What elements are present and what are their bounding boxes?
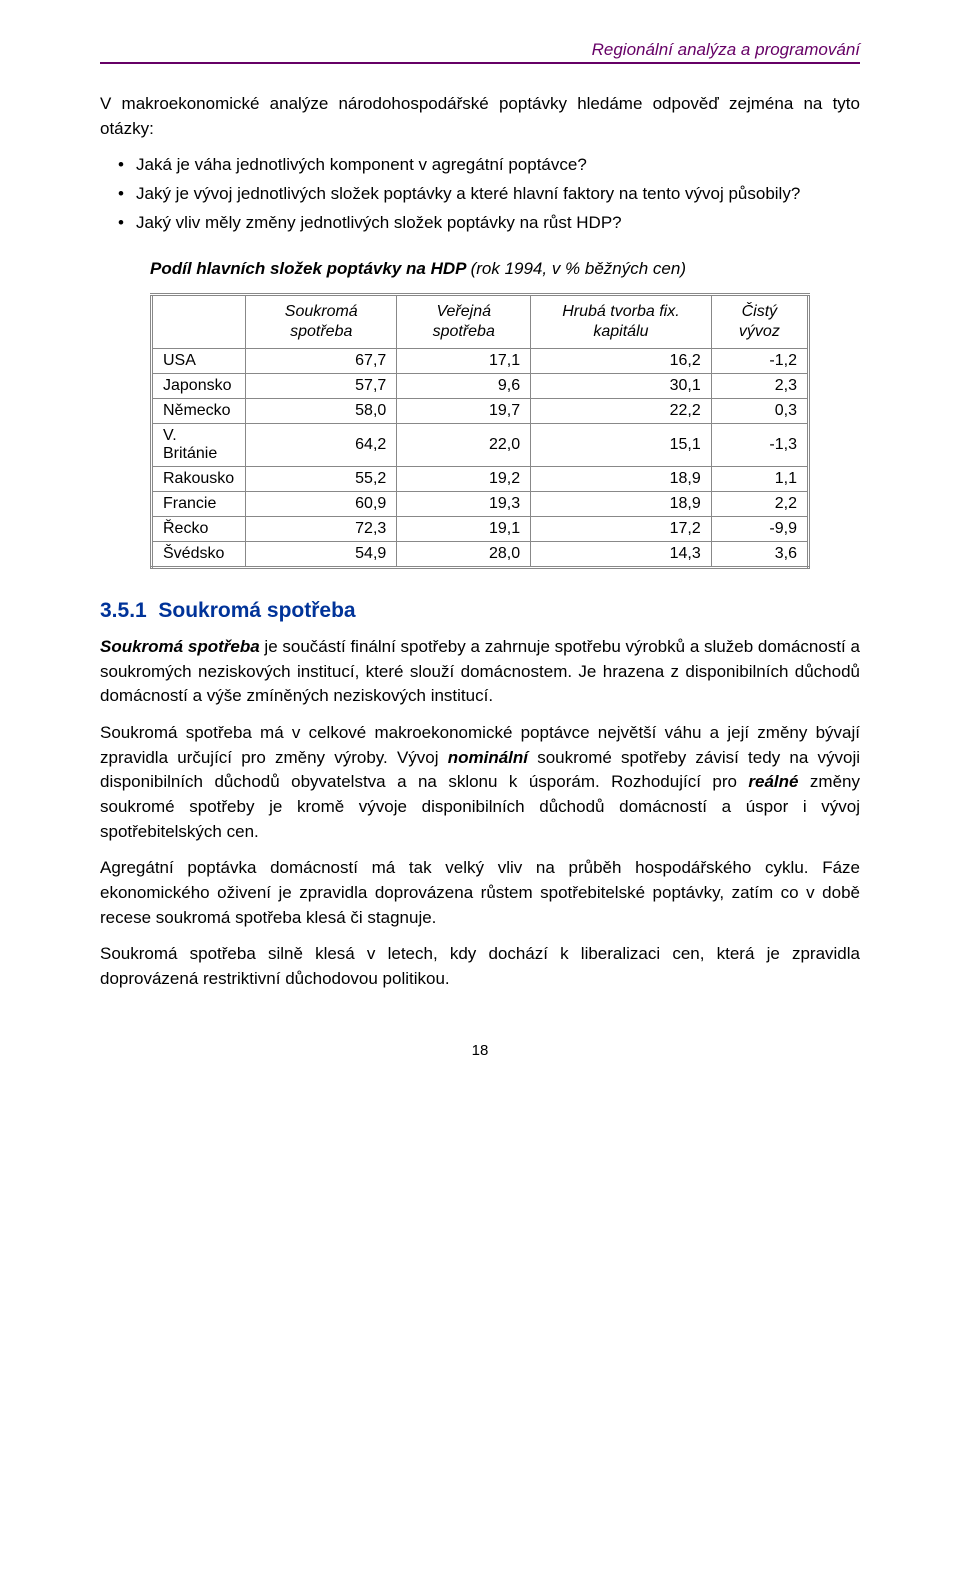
table-caption-bold: Podíl hlavních složek poptávky na HDP xyxy=(150,259,471,278)
table-cell: 14,3 xyxy=(531,542,712,568)
paragraph: Soukromá spotřeba silně klesá v letech, … xyxy=(100,942,860,991)
table-cell: 55,2 xyxy=(246,467,397,492)
table-cell: 22,2 xyxy=(531,399,712,424)
table-caption-rest: (rok 1994, v % běžných cen) xyxy=(471,259,686,278)
table-cell: 19,1 xyxy=(397,517,531,542)
table-row: Japonsko 57,7 9,6 30,1 2,3 xyxy=(152,374,809,399)
table-cell: 19,2 xyxy=(397,467,531,492)
table-cell: -9,9 xyxy=(711,517,808,542)
paragraph: Soukromá spotřeba je součástí finální sp… xyxy=(100,635,860,709)
table-cell: -1,2 xyxy=(711,349,808,374)
table-cell: 19,7 xyxy=(397,399,531,424)
table-cell: V. Británie xyxy=(152,424,246,467)
table-row: Rakousko 55,2 19,2 18,9 1,1 xyxy=(152,467,809,492)
emphasis-bold-italic: nominální xyxy=(448,748,528,767)
table-cell: 67,7 xyxy=(246,349,397,374)
paragraph: Soukromá spotřeba má v celkové makroekon… xyxy=(100,721,860,844)
table-cell: 72,3 xyxy=(246,517,397,542)
emphasis-bold-italic: Soukromá spotřeba xyxy=(100,637,260,656)
table-cell: 17,1 xyxy=(397,349,531,374)
table-cell: 1,1 xyxy=(711,467,808,492)
table-cell: -1,3 xyxy=(711,424,808,467)
page-container: Regionální analýza a programování V makr… xyxy=(0,0,960,1109)
table-cell: 2,3 xyxy=(711,374,808,399)
table-header-cell: Čistý vývoz xyxy=(711,295,808,349)
table-row: V. Británie 64,2 22,0 15,1 -1,3 xyxy=(152,424,809,467)
table-cell: 0,3 xyxy=(711,399,808,424)
paragraph: Agregátní poptávka domácností má tak vel… xyxy=(100,856,860,930)
table-header-cell: Hrubá tvorba fix. kapitálu xyxy=(531,295,712,349)
table-cell: 18,9 xyxy=(531,492,712,517)
table-cell: 30,1 xyxy=(531,374,712,399)
table-cell: USA xyxy=(152,349,246,374)
table-cell: 57,7 xyxy=(246,374,397,399)
table-cell: 22,0 xyxy=(397,424,531,467)
table-cell: 17,2 xyxy=(531,517,712,542)
section-number: 3.5.1 xyxy=(100,599,147,622)
table-cell: Francie xyxy=(152,492,246,517)
table-cell: 15,1 xyxy=(531,424,712,467)
table-caption: Podíl hlavních složek poptávky na HDP (r… xyxy=(150,259,860,279)
table-cell: 58,0 xyxy=(246,399,397,424)
table-row: Švédsko 54,9 28,0 14,3 3,6 xyxy=(152,542,809,568)
table-cell: 16,2 xyxy=(531,349,712,374)
table-row: Německo 58,0 19,7 22,2 0,3 xyxy=(152,399,809,424)
list-item: Jaká je váha jednotlivých komponent v ag… xyxy=(100,153,860,178)
table-cell: 28,0 xyxy=(397,542,531,568)
question-bullet-list: Jaká je váha jednotlivých komponent v ag… xyxy=(100,153,860,235)
table-cell: 18,9 xyxy=(531,467,712,492)
table-header-cell: Veřejná spotřeba xyxy=(397,295,531,349)
table-cell: Rakousko xyxy=(152,467,246,492)
table-header-cell: Soukromá spotřeba xyxy=(246,295,397,349)
data-table: Soukromá spotřeba Veřejná spotřeba Hrubá… xyxy=(150,293,810,569)
table-cell: 60,9 xyxy=(246,492,397,517)
list-item: Jaký je vývoj jednotlivých složek poptáv… xyxy=(100,182,860,207)
table-cell: Švédsko xyxy=(152,542,246,568)
table-row: USA 67,7 17,1 16,2 -1,2 xyxy=(152,349,809,374)
page-number: 18 xyxy=(100,1042,860,1059)
table-cell: 9,6 xyxy=(397,374,531,399)
table-cell: 3,6 xyxy=(711,542,808,568)
table-cell: 2,2 xyxy=(711,492,808,517)
table-cell: Německo xyxy=(152,399,246,424)
table-header-row: Soukromá spotřeba Veřejná spotřeba Hrubá… xyxy=(152,295,809,349)
emphasis-bold-italic: reálné xyxy=(748,772,798,791)
table-row: Řecko 72,3 19,1 17,2 -9,9 xyxy=(152,517,809,542)
section-title: Soukromá spotřeba xyxy=(158,599,355,622)
table-cell: Řecko xyxy=(152,517,246,542)
table-body: USA 67,7 17,1 16,2 -1,2 Japonsko 57,7 9,… xyxy=(152,349,809,568)
running-header: Regionální analýza a programování xyxy=(100,40,860,64)
table-cell: 64,2 xyxy=(246,424,397,467)
section-heading: 3.5.1 Soukromá spotřeba xyxy=(100,599,860,623)
table-cell: Japonsko xyxy=(152,374,246,399)
table-row: Francie 60,9 19,3 18,9 2,2 xyxy=(152,492,809,517)
table-cell: 54,9 xyxy=(246,542,397,568)
list-item: Jaký vliv měly změny jednotlivých složek… xyxy=(100,211,860,236)
table-header-cell xyxy=(152,295,246,349)
table-cell: 19,3 xyxy=(397,492,531,517)
intro-paragraph: V makroekonomické analýze národohospodář… xyxy=(100,92,860,141)
